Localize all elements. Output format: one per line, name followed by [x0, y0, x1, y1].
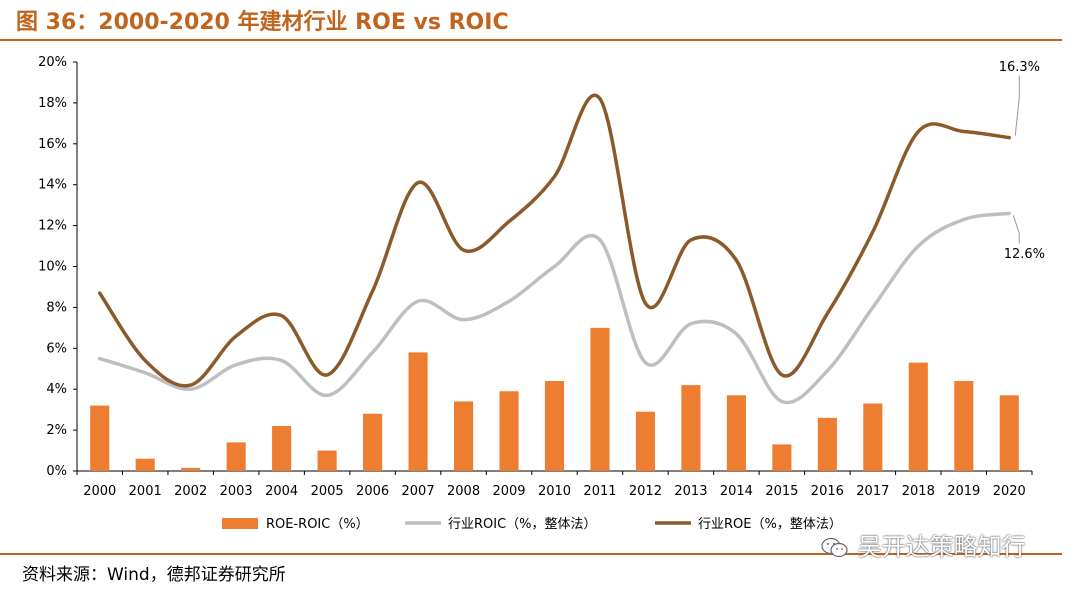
annotations: 16.3% 12.6% [999, 60, 1045, 262]
y-tick-label: 12% [38, 219, 67, 234]
roe-line [97, 93, 1012, 388]
y-tick-label: 4% [46, 382, 67, 397]
top-rule [0, 39, 1062, 41]
roic-line [97, 211, 1012, 405]
x-tick-label: 2014 [720, 484, 753, 499]
x-tick-label: 2015 [765, 484, 798, 499]
x-tick-label: 2012 [629, 484, 662, 499]
source-note: 资料来源：Wind，德邦证券研究所 [22, 565, 286, 585]
x-tick-label: 2009 [492, 484, 525, 499]
x-tick-label: 2007 [402, 484, 435, 499]
annotation-leader [1014, 75, 1020, 136]
x-tick-label: 2019 [947, 484, 980, 499]
x-tick-label: 2008 [447, 484, 480, 499]
x-tick-label: 2013 [674, 484, 707, 499]
x-tick-label: 2017 [856, 484, 889, 499]
bar [135, 458, 155, 471]
bars [90, 327, 1019, 471]
bar [544, 381, 565, 471]
y-tick-label: 2% [46, 423, 67, 438]
x-tick-label: 2020 [993, 484, 1026, 499]
lines [97, 93, 1012, 405]
bar [726, 395, 746, 471]
y-tick-label: 18% [38, 96, 67, 111]
x-tick-label: 2004 [265, 484, 298, 499]
annotation-roic-2020: 12.6% [1004, 247, 1045, 262]
x-tick-label: 2018 [902, 484, 935, 499]
bar [181, 467, 201, 471]
bar [453, 401, 474, 471]
bar [954, 381, 974, 471]
bar [590, 327, 610, 471]
legend-swatch-bar [222, 518, 258, 529]
bar [499, 391, 519, 471]
watermark-text: 吴开达策略知行 [857, 533, 1026, 561]
x-tick-label: 2011 [583, 484, 616, 499]
bar [681, 385, 701, 471]
bar [408, 352, 428, 471]
bar [908, 362, 928, 471]
bar [772, 444, 792, 471]
bar [90, 405, 110, 471]
x-tick-label: 2006 [356, 484, 389, 499]
y-tick-label: 0% [46, 464, 67, 479]
bar [817, 417, 837, 471]
y-tick-label: 14% [38, 178, 67, 193]
y-tick-label: 16% [38, 137, 67, 152]
chart: 0%2%4%6%8%10%12%14%16%18%20% 2000 2001 200… [38, 55, 1045, 532]
y-tick-label: 8% [46, 300, 67, 315]
figure-title: 图 36：2000-2020 年建材行业 ROE vs ROIC [16, 10, 509, 35]
y-tick-label: 20% [38, 55, 67, 70]
x-tick-labels: 2000 2001 2002 2003 2004 2005 2006 2007 2008 2009… [76, 471, 1033, 499]
bar [999, 395, 1019, 471]
watermark: 吴开达策略知行 [820, 527, 1026, 562]
annotation-roe-2020: 16.3% [999, 60, 1040, 75]
bar [363, 413, 383, 471]
annotation-leader [1012, 215, 1020, 244]
legend-label-roe-roic: ROE-ROIC（%） [266, 517, 369, 532]
x-tick-label: 2005 [311, 484, 344, 499]
y-tick-label: 6% [46, 341, 67, 356]
x-tick-label: 2010 [538, 484, 571, 499]
bar [863, 403, 883, 471]
x-tick-label: 2002 [174, 484, 207, 499]
x-tick-label: 2000 [83, 484, 116, 499]
bar [635, 411, 656, 471]
bottom-rule [0, 553, 1062, 555]
x-tick-label: 2016 [811, 484, 844, 499]
bar [317, 450, 337, 471]
y-tick-label: 10% [38, 260, 67, 275]
bar [272, 426, 292, 471]
bar [226, 442, 246, 471]
y-tick-labels: 0% 2% 4% 6% 8% 10% 12% 14% 16% 18% 20% [38, 55, 77, 479]
legend: ROE-ROIC（%） 行业ROIC（%，整体法） 行业ROE（%，整体法） [222, 517, 842, 532]
legend-label-roe: 行业ROE（%，整体法） [698, 517, 842, 532]
x-tick-label: 2001 [129, 484, 162, 499]
wechat-icon [821, 537, 848, 558]
x-tick-label: 2003 [220, 484, 253, 499]
legend-label-roic: 行业ROIC（%，整体法） [448, 517, 597, 532]
